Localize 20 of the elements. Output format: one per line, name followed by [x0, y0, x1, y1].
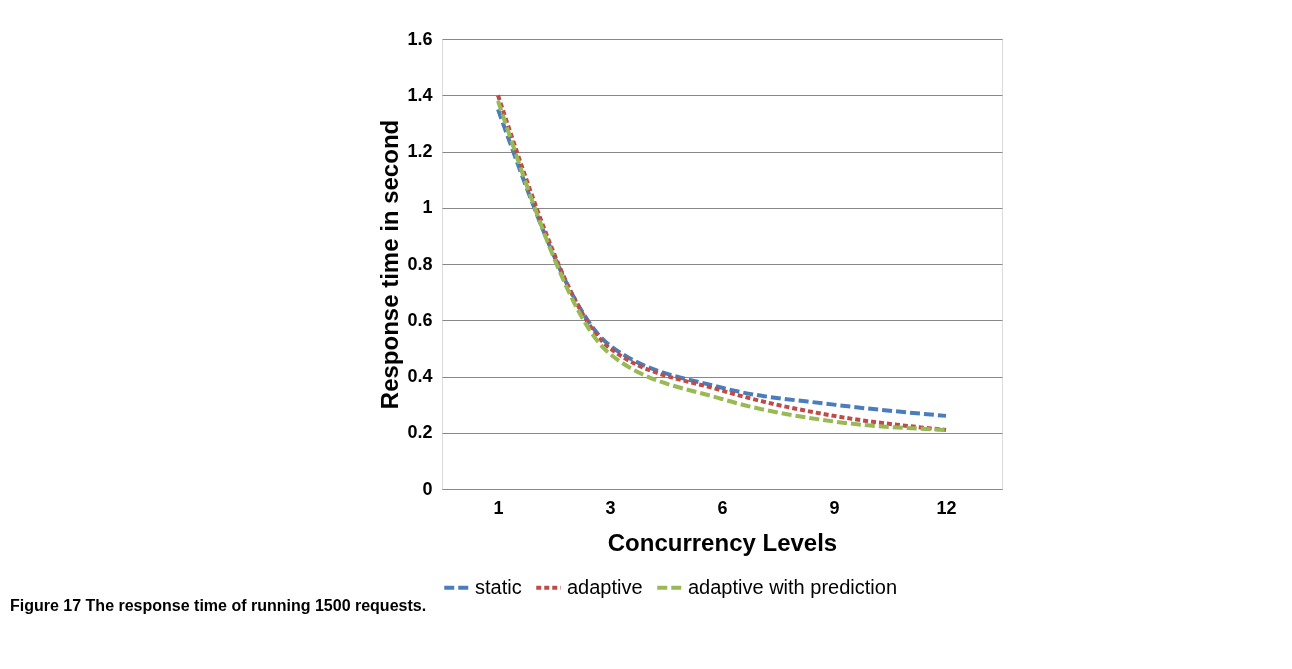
y-tick-label: 1 [422, 197, 433, 218]
y-tick-label: 0 [422, 478, 433, 499]
legend-label: adaptive [567, 575, 643, 598]
y-axis-title: Response time in second [376, 119, 404, 410]
x-tick-label: 9 [829, 497, 840, 518]
legend-label: static [475, 575, 522, 598]
x-tick-label: 6 [717, 497, 728, 518]
y-tick-label: 0.6 [407, 309, 433, 330]
y-tick-label: 0.4 [407, 366, 433, 386]
y-tick-label: 1.2 [407, 141, 433, 161]
x-axis-title: Concurrency Levels [607, 528, 838, 556]
y-tick-label: 0.8 [407, 253, 433, 274]
x-tick-label: 1 [493, 497, 504, 518]
legend-label: adaptive with prediction [688, 575, 898, 598]
y-tick-label: 1.6 [407, 28, 433, 49]
y-tick-label: 1.4 [407, 84, 433, 105]
y-tick-label: 0.2 [407, 422, 433, 443]
x-tick-label: 3 [605, 497, 616, 518]
x-tick-label: 12 [936, 497, 957, 518]
caption: Figure 17 The response time of running 1500 requests. [10, 597, 427, 614]
